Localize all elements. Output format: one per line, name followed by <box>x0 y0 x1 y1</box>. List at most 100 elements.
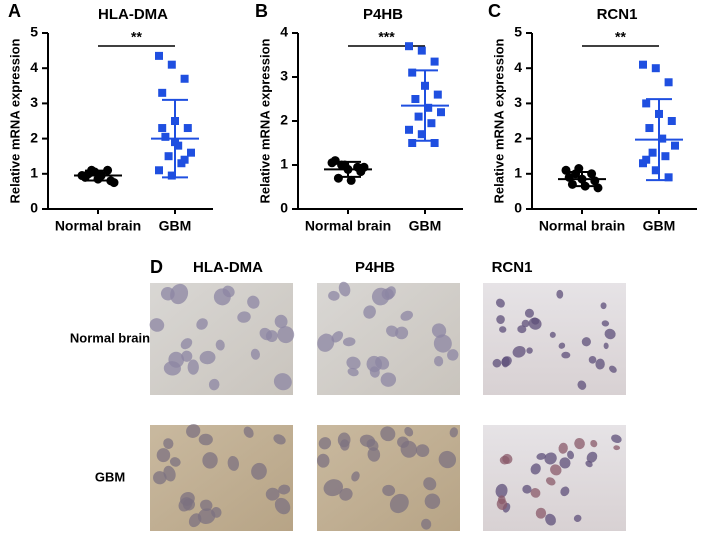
nucleus <box>160 287 175 301</box>
x-tick-label: GBM <box>409 218 442 234</box>
y-tick-label: 2 <box>280 112 288 128</box>
panel-label: C <box>488 1 501 21</box>
significance-label: *** <box>378 29 395 45</box>
nucleus <box>187 359 199 375</box>
y-tick-label: 0 <box>30 200 38 216</box>
nucleus <box>521 319 530 328</box>
data-point <box>567 179 577 189</box>
nucleus <box>496 315 505 324</box>
nucleus <box>384 286 396 299</box>
nucleus <box>496 498 508 510</box>
nucleus <box>317 333 335 352</box>
nucleus <box>400 310 413 321</box>
nucleus <box>536 453 546 460</box>
nucleus <box>604 328 616 340</box>
y-tick-label: 0 <box>514 200 522 216</box>
nucleus <box>586 451 598 463</box>
nucleus <box>415 444 430 458</box>
data-point <box>642 99 651 108</box>
nucleus <box>502 453 513 464</box>
data-point <box>648 148 657 157</box>
nucleus <box>351 471 360 482</box>
data-point <box>155 166 163 175</box>
nucleus <box>590 439 598 448</box>
nucleus <box>198 433 213 446</box>
data-point <box>408 139 417 147</box>
y-tick-label: 5 <box>30 24 38 40</box>
nucleus <box>424 493 441 509</box>
nucleus <box>535 507 547 519</box>
x-tick-label: Normal brain <box>539 218 625 234</box>
nucleus <box>613 445 621 451</box>
nucleus <box>549 331 556 338</box>
nucleus <box>601 320 610 327</box>
nucleus <box>237 311 251 323</box>
chart-title: P4HB <box>363 6 403 23</box>
data-point <box>167 60 176 69</box>
nucleus <box>243 426 254 438</box>
nucleus <box>208 378 220 391</box>
panel-label: D <box>150 257 163 277</box>
panel-label: B <box>255 1 268 21</box>
nucleus <box>600 302 607 310</box>
nucleus <box>338 281 351 297</box>
y-tick-label: 3 <box>30 94 38 110</box>
row-header: GBM <box>95 469 125 484</box>
data-point <box>411 95 420 103</box>
data-point <box>642 155 651 164</box>
data-point <box>405 125 413 134</box>
nucleus <box>423 477 437 491</box>
y-tick-label: 1 <box>280 156 288 172</box>
nucleus <box>431 323 447 338</box>
nucleus <box>545 513 556 526</box>
data-point <box>161 132 170 141</box>
nucleus <box>197 508 216 524</box>
column-header: RCN1 <box>492 259 533 276</box>
nucleus <box>433 334 452 353</box>
nucleus <box>273 373 292 391</box>
nucleus <box>573 514 582 522</box>
y-tick-label: 4 <box>514 59 522 75</box>
data-point <box>405 42 413 51</box>
nucleus <box>247 295 260 309</box>
tissue-image <box>317 281 460 395</box>
nucleus <box>278 484 291 495</box>
nucleus <box>273 434 286 445</box>
nucleus <box>400 440 418 458</box>
data-point <box>183 124 192 133</box>
nucleus <box>501 356 512 367</box>
y-axis-label: Relative mRNA expression <box>491 38 506 203</box>
data-point <box>664 78 673 87</box>
nucleus <box>318 437 332 450</box>
data-point <box>333 173 343 183</box>
data-point <box>109 178 119 188</box>
nucleus <box>328 290 340 301</box>
nucleus <box>346 356 361 370</box>
image-background <box>483 425 626 531</box>
nucleus <box>277 326 295 344</box>
nucleus <box>558 342 566 349</box>
nucleus <box>404 427 414 437</box>
nucleus <box>561 351 571 359</box>
data-point <box>158 88 167 97</box>
nucleus <box>180 338 193 350</box>
nucleus <box>222 285 235 298</box>
significance-label: ** <box>615 29 626 45</box>
nucleus <box>386 325 399 337</box>
nucleus <box>449 427 459 438</box>
nucleus <box>274 497 291 515</box>
data-point <box>430 139 439 147</box>
nucleus <box>550 464 562 476</box>
data-point <box>180 74 189 83</box>
nucleus <box>170 283 189 305</box>
nucleus <box>544 452 557 465</box>
nucleus <box>149 318 165 332</box>
nucleus <box>609 365 617 373</box>
nucleus <box>524 308 535 318</box>
nucleus <box>196 318 208 330</box>
nucleus <box>595 358 605 370</box>
y-axis-label: Relative mRNA expression <box>257 38 272 203</box>
nucleus <box>250 348 260 360</box>
chart-title: RCN1 <box>597 6 638 23</box>
y-tick-label: 0 <box>280 200 288 216</box>
